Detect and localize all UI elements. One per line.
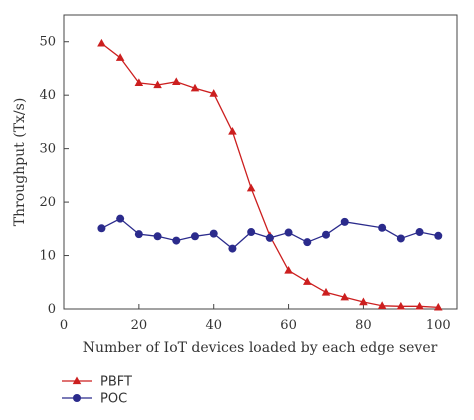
y-axis-label: Throughput (Tx/s) xyxy=(12,98,28,227)
series-pbft xyxy=(97,38,443,311)
data-point-poc xyxy=(209,229,218,238)
data-point-pbft xyxy=(97,38,106,47)
data-point-poc xyxy=(415,228,424,237)
y-tick-label: 30 xyxy=(39,142,56,157)
data-point-poc xyxy=(134,230,143,239)
x-tick-label: 40 xyxy=(205,318,222,333)
x-tick-label: 0 xyxy=(60,318,68,333)
data-point-pbft xyxy=(359,297,368,306)
data-point-poc xyxy=(97,224,106,233)
data-point-pbft xyxy=(303,277,312,285)
data-point-pbft xyxy=(396,301,406,310)
data-point-poc xyxy=(378,223,387,232)
series-poc xyxy=(97,214,443,253)
data-point-pbft xyxy=(134,78,144,87)
legend-label-poc: POC xyxy=(100,392,127,407)
data-point-pbft xyxy=(415,301,424,310)
data-point-pbft xyxy=(321,287,331,296)
x-tick-label: 80 xyxy=(355,318,372,333)
data-point-poc xyxy=(247,228,256,237)
legend-item-pbft: PBFT xyxy=(62,375,132,390)
data-point-poc xyxy=(322,230,330,239)
x-axis-label: Number of IoT devices loaded by each edg… xyxy=(83,340,438,356)
data-point-pbft xyxy=(284,266,293,274)
plot-frame xyxy=(63,14,458,310)
data-point-poc xyxy=(116,214,125,223)
y-tick-label: 10 xyxy=(39,249,56,264)
data-point-pbft xyxy=(340,292,349,301)
x-tick-label: 20 xyxy=(131,318,148,333)
data-point-poc xyxy=(172,236,181,245)
data-point-poc xyxy=(396,234,405,243)
data-point-poc xyxy=(191,232,199,241)
data-point-pbft xyxy=(115,53,125,61)
legend-item-poc: POC xyxy=(62,392,127,407)
y-tick-label: 0 xyxy=(48,302,56,317)
series-line-pbft xyxy=(101,42,439,309)
data-point-pbft xyxy=(209,89,218,97)
y-tick-label: 40 xyxy=(39,88,56,103)
data-point-pbft xyxy=(434,302,443,311)
y-tick-label: 50 xyxy=(39,35,56,50)
legend-marker-pbft xyxy=(72,376,82,385)
data-point-poc xyxy=(340,217,349,226)
data-point-pbft xyxy=(190,83,200,92)
legend-label-pbft: PBFT xyxy=(100,375,132,390)
data-point-poc xyxy=(303,238,312,247)
data-point-pbft xyxy=(246,183,256,192)
y-tick-label: 20 xyxy=(39,195,56,210)
series-group xyxy=(97,38,443,311)
data-point-poc xyxy=(265,233,274,242)
data-point-pbft xyxy=(172,77,181,85)
data-point-pbft xyxy=(228,127,237,135)
x-axis-ticks: 0 20 40 60 80 100 xyxy=(60,304,451,333)
data-point-poc xyxy=(153,232,162,241)
x-tick-label: 100 xyxy=(426,318,451,333)
data-point-poc xyxy=(284,228,293,237)
y-axis-ticks: 0 10 20 30 40 50 xyxy=(39,35,69,317)
legend-marker-poc xyxy=(73,394,81,402)
data-point-pbft xyxy=(153,80,162,89)
x-tick-label: 60 xyxy=(280,318,297,333)
data-point-pbft xyxy=(377,301,387,309)
data-point-poc xyxy=(434,231,443,240)
data-point-poc xyxy=(228,244,237,253)
legend: PBFT POC xyxy=(62,375,132,407)
